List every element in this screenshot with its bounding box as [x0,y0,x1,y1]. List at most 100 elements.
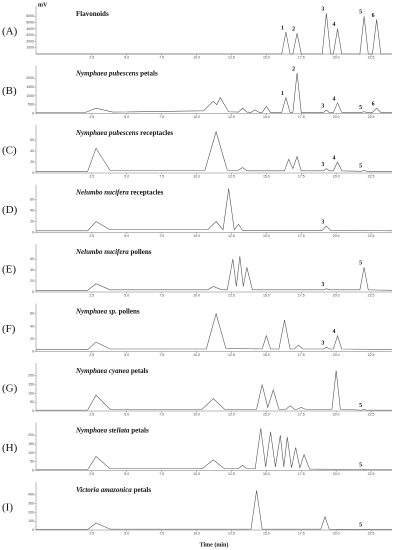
y-tick-label: 0 [32,230,34,234]
x-tick-label: 5.0 [124,412,129,416]
chromatogram-line [36,188,393,232]
panel-title: Nelumbo nucifera pollens [75,248,152,256]
x-tick-label: 2.5 [89,472,94,476]
x-tick-label: 2.5 [89,55,94,59]
x-tick-label: 15.0 [263,174,270,178]
y-tick-label: 300 [28,502,34,506]
x-tick-label: 15.0 [263,531,270,535]
y-tick-label: 4000 [26,27,34,31]
x-tick-label: 22.5 [368,115,375,119]
panel: (F) 0 20 40 60 2.5 5.0 7.5 10.0 12.5 15.0 17.5 20.0 2… [2,303,393,357]
peak-label: 2 [292,27,295,33]
x-tick-label: 15.0 [263,234,270,238]
y-tick-label: 40 [30,268,34,272]
x-tick-label: 10.0 [193,353,200,357]
x-tick-label: 2.5 [89,293,94,297]
peak-label: 5 [359,261,362,267]
y-tick-label: 0 [32,409,34,413]
x-tick-label: 12.5 [228,234,235,238]
y-tick-label: 5000 [26,20,34,24]
y-tick-label: 150 [28,442,34,446]
peak-label: 5 [359,10,362,16]
title-text: receptacles [130,188,163,196]
peak-label: 6 [372,102,375,108]
x-tick-label: 17.5 [298,55,305,59]
x-tick-label: 10.0 [193,472,200,476]
x-tick-label: 10.0 [193,531,200,535]
x-tick-label: 22.5 [368,234,375,238]
x-tick-label: 22.5 [368,531,375,535]
panel-title: Flavonoids [76,10,109,18]
x-tick-label: 15.0 [263,353,270,357]
x-tick-label: 2.5 [89,174,94,178]
peak-label: 3 [321,282,324,288]
title-text: petals [140,69,158,77]
y-tick-label: 20 [30,160,34,164]
panel-title: Nymphaea stellata petals [75,426,149,434]
x-tick-label: 2.5 [89,531,94,535]
y-tick-label: 0 [32,171,34,175]
panel-label: (E) [2,264,16,276]
peak-label: 1 [281,91,284,97]
y-tick-label: 0 [32,528,34,532]
y-tick-label: 200 [28,510,34,514]
y-tick-label: 40 [30,149,34,153]
title-species: Nymphaea cyanea [75,367,130,375]
y-tick-label: 2000 [26,76,34,80]
y-tick-label: 0 [32,468,34,472]
x-tick-label: 20.0 [333,353,340,357]
panel-label: (I) [2,502,13,514]
title-species: Nelumbo nucifera [75,188,129,196]
peak-label: 3 [321,340,324,346]
y-tick-label: 60 [30,257,34,261]
y-tick-label: 400 [28,493,34,497]
chromatogram-line [36,256,393,291]
peak-label: 4 [333,96,336,102]
x-tick-label: 17.5 [298,412,305,416]
x-tick-label: 17.5 [298,472,305,476]
peak-label: 3 [321,103,324,109]
y-tick-label: 0 [32,111,34,115]
x-tick-label: 12.5 [228,115,235,119]
x-tick-label: 10.0 [193,412,200,416]
x-tick-label: 22.5 [368,472,375,476]
panel-title: Nymphaea pubescens petals [75,69,158,77]
y-tick-label: 3000 [26,33,34,37]
x-tick-label: 20.0 [333,234,340,238]
x-tick-label: 7.5 [159,234,164,238]
y-tick-label: 40 [30,324,34,328]
peak-label: 5 [359,403,362,409]
x-tick-label: 10.0 [193,174,200,178]
x-tick-label: 15.0 [263,115,270,119]
y-tick-label: 1000 [26,46,34,50]
y-axis-label: mV [38,2,48,8]
x-tick-label: 12.5 [228,174,235,178]
title-species: Nymphaea sp. [75,307,117,315]
x-tick-label: 7.5 [159,293,164,297]
title-text: petals [131,367,149,375]
y-tick-label: 200 [28,433,34,437]
x-tick-label: 17.5 [298,234,305,238]
panel-label: (B) [2,85,17,97]
x-tick-label: 22.5 [368,412,375,416]
x-tick-label: 5.0 [124,55,129,59]
panel: (A) 1000 2000 3000 4000 5000 6000 2.5 5.0 7.5 10.0… [2,2,392,59]
peak-label: 5 [359,522,362,528]
x-tick-label: 17.5 [298,353,305,357]
y-tick-label: 100 [28,391,34,395]
panel: (D) 0 20 40 60 2.5 5.0 7.5 10.0 12.5 15.0 17.5 20.0 2… [2,184,393,238]
x-tick-label: 5.0 [124,353,129,357]
panel: (B) 0 500 1000 1500 2000 2.5 5.0 7.5 10.0 12.5 15.0… [2,65,392,119]
x-tick-label: 5.0 [124,531,129,535]
x-tick-label: 15.0 [263,472,270,476]
title-text: petals [134,486,152,494]
x-tick-label: 17.5 [298,115,305,119]
x-tick-label: 7.5 [159,531,164,535]
x-tick-label: 12.5 [228,531,235,535]
y-tick-label: 60 [30,312,34,316]
peak-label: 5 [359,105,362,111]
y-tick-label: 50 [30,460,34,464]
y-tick-label: 150 [28,383,34,387]
panel: (G) 0 50 100 150 200 2.5 5.0 7.5 10.0 12.5 15.0 17.5… [2,363,392,416]
y-tick-label: 40 [30,208,34,212]
